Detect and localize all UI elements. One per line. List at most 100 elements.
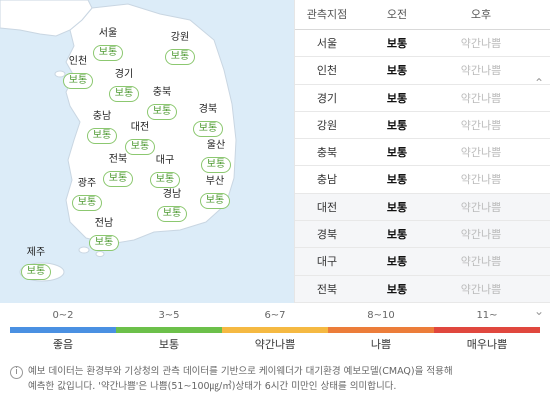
pm-cell: 약간나쁨 — [460, 64, 502, 78]
legend-color-good — [10, 327, 116, 333]
table-row: 전북 보통 약간나쁨 — [295, 275, 550, 303]
station-cell: 대전 — [316, 200, 338, 214]
status-badge: 보통 — [200, 157, 232, 173]
status-badge: 보통 — [20, 264, 52, 280]
pm-cell: 약간나쁨 — [460, 91, 502, 105]
station-cell: 충북 — [316, 146, 338, 160]
note-text: 예보 데이터는 환경부와 기상청의 관측 데이터를 기반으로 케이웨더가 대기환… — [28, 364, 453, 394]
table-row: 경북 보통 약간나쁨 — [295, 221, 550, 249]
table-row: 대구 보통 약간나쁨 — [295, 248, 550, 276]
status-badge: 보통 — [156, 206, 188, 222]
status-badge: 보통 — [164, 49, 196, 65]
am-cell: 보통 — [386, 118, 408, 132]
region-name: 울산 — [206, 140, 226, 151]
region-name: 강원 — [170, 32, 190, 43]
header-station: 관측지점 — [306, 8, 348, 21]
region-name: 대구 — [155, 155, 175, 166]
legend-ranges: 0~2 3~5 6~7 8~10 11~ — [10, 309, 540, 323]
status-badge: 보통 — [71, 195, 103, 211]
note-line-1: 예보 데이터는 환경부와 기상청의 관측 데이터를 기반으로 케이웨더가 대기환… — [28, 366, 453, 377]
region-gyeongbuk[interactable]: 경북 보통 — [188, 104, 228, 137]
region-daegu[interactable]: 대구 보통 — [145, 155, 185, 188]
pm-cell: 약간나쁨 — [460, 200, 502, 214]
station-cell: 인천 — [316, 64, 338, 78]
header-am: 오전 — [386, 8, 408, 21]
table-header: 관측지점 오전 오후 — [295, 0, 550, 30]
status-badge: 보통 — [92, 45, 124, 61]
region-name: 경남 — [162, 189, 182, 200]
legend-labels: 좋음 보통 약간나쁨 나쁨 매우나쁨 — [10, 337, 540, 353]
legend-label: 좋음 — [52, 338, 74, 351]
am-cell: 보통 — [386, 255, 408, 269]
station-cell: 대구 — [316, 255, 338, 269]
am-cell: 보통 — [386, 228, 408, 242]
legend-range: 8~10 — [367, 310, 395, 321]
status-badge: 보통 — [86, 128, 118, 144]
table-row: 충남 보통 약간나쁨 — [295, 166, 550, 194]
am-cell: 보통 — [386, 282, 408, 296]
am-cell: 보통 — [386, 146, 408, 160]
table-row: 대전 보통 약간나쁨 — [295, 193, 550, 222]
region-seoul[interactable]: 서울 보통 — [88, 28, 128, 61]
region-name: 충남 — [92, 111, 112, 122]
legend-label: 보통 — [158, 338, 180, 351]
region-chungnam[interactable]: 충남 보통 — [82, 111, 122, 144]
pm-cell: 약간나쁨 — [460, 173, 502, 187]
scroll-down-chevron-icon[interactable]: ⌄ — [533, 304, 545, 318]
status-badge: 보통 — [199, 193, 231, 209]
legend-label: 매우나쁨 — [466, 338, 508, 351]
legend-label: 약간나쁨 — [254, 338, 296, 351]
note-line-2: 예측한 값입니다. '약간나쁨'은 나쁨(51~100㎍/㎥)상태가 6시간 미… — [28, 381, 397, 392]
legend-color-very-bad — [434, 327, 540, 333]
region-busan[interactable]: 부산 보통 — [195, 176, 235, 209]
region-gyeongnam[interactable]: 경남 보통 — [152, 189, 192, 222]
region-jeju[interactable]: 제주 보통 — [16, 247, 56, 280]
legend-range: 11~ — [476, 310, 498, 321]
region-gwangju[interactable]: 광주 보통 — [67, 178, 107, 211]
station-cell: 서울 — [316, 37, 338, 50]
region-name: 서울 — [98, 28, 118, 39]
am-cell: 보통 — [386, 64, 408, 78]
table-row: 충북 보통 약간나쁨 — [295, 139, 550, 167]
forecast-map: 서울 보통 강원 보통 인천 보통 경기 보통 충북 보통 충남 보통 대전 보… — [0, 0, 294, 303]
station-cell: 경기 — [316, 91, 338, 105]
legend-range: 6~7 — [264, 310, 286, 321]
am-cell: 보통 — [386, 200, 408, 214]
aqi-legend: 0~2 3~5 6~7 8~10 11~ 좋음 보통 약간나쁨 나쁨 매우나쁨 — [10, 309, 540, 353]
region-name: 전남 — [94, 218, 114, 229]
pm-cell: 약간나쁨 — [460, 282, 502, 296]
legend-color-bar — [10, 327, 540, 333]
header-pm: 오후 — [470, 8, 492, 21]
region-jeonnam[interactable]: 전남 보통 — [84, 218, 124, 251]
region-ulsan[interactable]: 울산 보통 — [196, 140, 236, 173]
region-daejeon[interactable]: 대전 보통 — [120, 122, 160, 155]
status-badge: 보통 — [146, 104, 178, 120]
region-jeonbuk[interactable]: 전북 보통 — [98, 154, 138, 187]
status-badge: 보통 — [102, 171, 134, 187]
legend-range: 0~2 — [52, 310, 74, 321]
region-name: 경북 — [198, 104, 218, 115]
region-name: 부산 — [205, 176, 225, 187]
region-chungbuk[interactable]: 충북 보통 — [142, 87, 182, 120]
region-incheon[interactable]: 인천 보통 — [58, 56, 98, 89]
region-name: 인천 — [68, 56, 88, 67]
region-gangwon[interactable]: 강원 보통 — [160, 32, 200, 65]
pm-cell: 약간나쁨 — [460, 146, 502, 160]
scroll-up-chevron-icon[interactable]: ⌃ — [533, 76, 545, 90]
am-cell: 보통 — [386, 91, 408, 105]
status-badge: 보통 — [192, 121, 224, 137]
table-body[interactable]: 서울 보통 약간나쁨 인천 보통 약간나쁨 경기 보통 약간나쁨 강원 보통 약… — [295, 30, 550, 318]
legend-color-normal — [116, 327, 222, 333]
region-name: 광주 — [77, 178, 97, 189]
region-name: 제주 — [26, 247, 46, 258]
region-gyeonggi[interactable]: 경기 보통 — [104, 69, 144, 102]
status-badge: 보통 — [124, 139, 156, 155]
station-cell: 강원 — [316, 118, 338, 132]
pm-cell: 약간나쁨 — [460, 37, 502, 50]
region-name: 충북 — [152, 87, 172, 98]
legend-label: 나쁨 — [370, 338, 392, 351]
pm-cell: 약간나쁨 — [460, 255, 502, 269]
region-name: 전북 — [108, 154, 128, 165]
pm-cell: 약간나쁨 — [460, 118, 502, 132]
status-badge: 보통 — [62, 73, 94, 89]
